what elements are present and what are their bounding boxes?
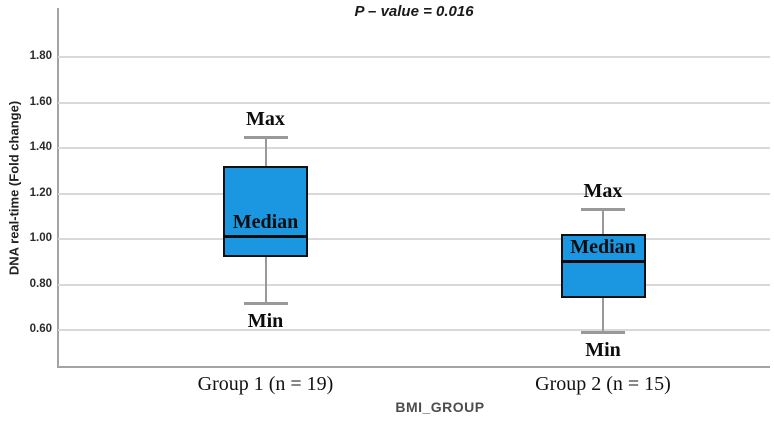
median-line: [223, 235, 308, 239]
y-axis-line: [57, 8, 59, 367]
gridline: [58, 238, 770, 240]
whisker-line-lower: [602, 298, 604, 333]
gridline: [58, 192, 770, 195]
whisker-cap-max: [243, 135, 288, 139]
y-tick-label: 0.80: [29, 277, 52, 290]
whisker-line-lower: [264, 257, 267, 303]
y-tick-label: 1.80: [29, 50, 52, 62]
y-tick-label: 1.00: [29, 232, 52, 244]
chart-title: P – value = 0.016: [354, 3, 474, 20]
median-label: Median: [570, 235, 636, 258]
y-tick-label: 0.60: [29, 323, 52, 335]
gridline: [58, 283, 770, 286]
whisker-cap-min: [243, 301, 288, 305]
min-label: Min: [585, 339, 621, 362]
box: [223, 166, 308, 258]
whisker-cap-max: [581, 208, 625, 212]
gridline: [58, 147, 770, 149]
x-tick-label: Group 1 (n = 19): [197, 373, 334, 395]
median-line: [560, 260, 646, 264]
gridline: [58, 329, 770, 331]
whisker-cap-min: [581, 331, 625, 335]
whisker-line-upper: [602, 209, 604, 235]
x-tick-label: Group 2 (n = 15): [535, 373, 671, 395]
x-axis-title: BMI_GROUP: [395, 399, 485, 415]
x-axis-line: [57, 366, 770, 368]
max-label: Max: [246, 107, 285, 130]
gridline: [58, 101, 770, 104]
y-tick-label: 1.60: [29, 95, 52, 108]
y-tick-label: 1.20: [29, 186, 52, 199]
y-tick-label: 1.40: [29, 141, 52, 153]
max-label: Max: [583, 180, 623, 203]
median-label: Median: [232, 210, 299, 233]
min-label: Min: [247, 309, 284, 332]
box: [560, 234, 646, 299]
whisker-line-upper: [264, 136, 267, 167]
gridline: [58, 56, 770, 58]
